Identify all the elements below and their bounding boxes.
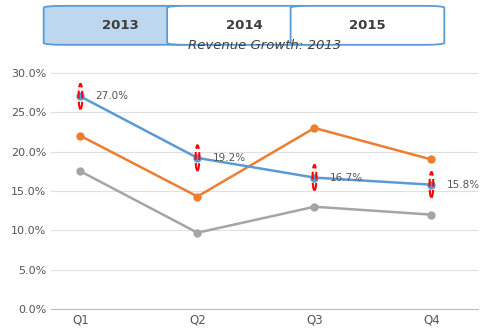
Text: 2013: 2013 (102, 19, 139, 32)
Text: 16.7%: 16.7% (330, 173, 363, 182)
Text: 15.8%: 15.8% (447, 180, 480, 190)
FancyBboxPatch shape (291, 6, 444, 45)
FancyBboxPatch shape (167, 6, 321, 45)
Text: 2015: 2015 (349, 19, 386, 32)
Text: 27.0%: 27.0% (96, 91, 129, 101)
Text: 2014: 2014 (225, 19, 263, 32)
FancyBboxPatch shape (44, 6, 197, 45)
Text: 19.2%: 19.2% (213, 153, 246, 163)
Title: Revenue Growth: 2013: Revenue Growth: 2013 (188, 39, 341, 52)
